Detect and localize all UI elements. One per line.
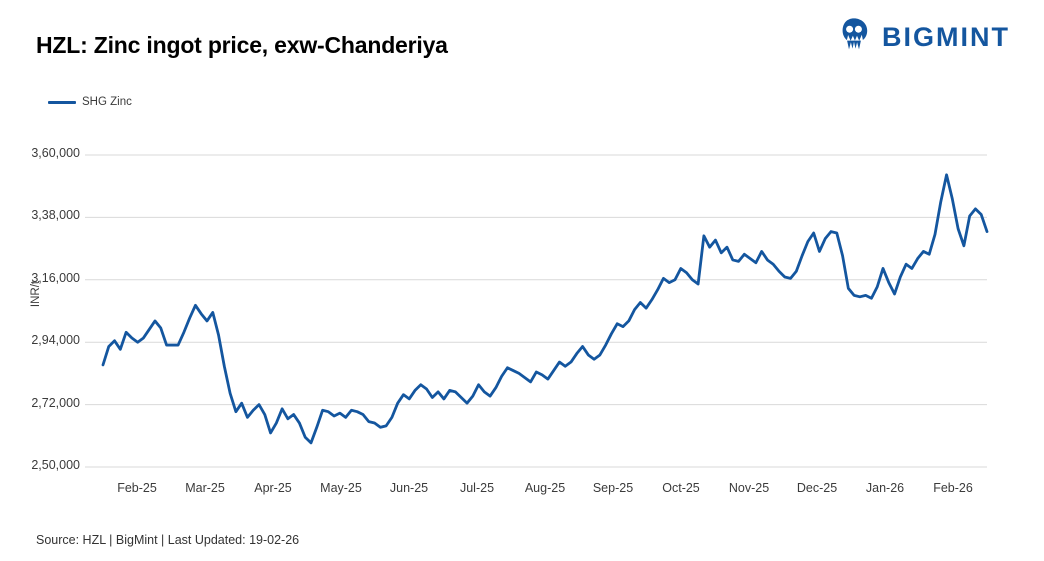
y-axis-tick-label: 3,16,000 (31, 270, 80, 285)
y-axis-title: INR/t (30, 280, 42, 308)
y-axis-tick-label: 3,38,000 (31, 208, 80, 223)
page-title: HZL: Zinc ingot price, exw-Chanderiya (36, 32, 448, 58)
x-axis-tick-label: Oct-25 (662, 481, 700, 495)
brand-name: BIGMINT (882, 22, 1010, 52)
x-axis-tick-label: Jan-26 (865, 481, 905, 495)
legend-label-shg-zinc: SHG Zinc (82, 96, 132, 108)
chart-series-group (101, 173, 989, 445)
x-axis-tick-label: Aug-25 (524, 481, 566, 495)
y-axis-tick-label: 2,50,000 (31, 458, 80, 472)
y-axis-tick-label: 3,60,000 (31, 146, 80, 160)
x-axis-tick-label: Feb-25 (117, 481, 157, 495)
x-axis-tick-label: Mar-25 (185, 481, 225, 495)
x-axis-tick-label: Feb-26 (933, 481, 973, 495)
chart-header: HZL: Zinc ingot price, exw-Chanderiya BI… (0, 0, 1044, 78)
x-axis-tick-label: Dec-25 (796, 481, 838, 495)
y-axis-tick-label: 2,94,000 (31, 333, 80, 348)
x-axis-tick-label: May-25 (320, 481, 362, 495)
x-axis-tick-label: Jun-25 (389, 481, 429, 495)
chart-gridlines (85, 154, 987, 468)
legend-swatch-shg-zinc (48, 100, 76, 104)
series-line-shg-zinc (101, 173, 989, 445)
brand-logo: BIGMINT (835, 16, 1010, 59)
x-axis-tick-label: Jul-25 (459, 481, 495, 495)
bigmint-logo-icon (835, 16, 873, 59)
source-note: Source: HZL | BigMint | Last Updated: 19… (36, 533, 300, 547)
chart-legend: SHG Zinc (48, 96, 132, 108)
x-axis-tick-label: Nov-25 (728, 481, 770, 495)
y-axis-tick-label: 2,72,000 (31, 395, 80, 410)
x-axis-tick-label: Apr-25 (254, 481, 292, 495)
x-axis-tick-label: Sep-25 (592, 481, 634, 495)
